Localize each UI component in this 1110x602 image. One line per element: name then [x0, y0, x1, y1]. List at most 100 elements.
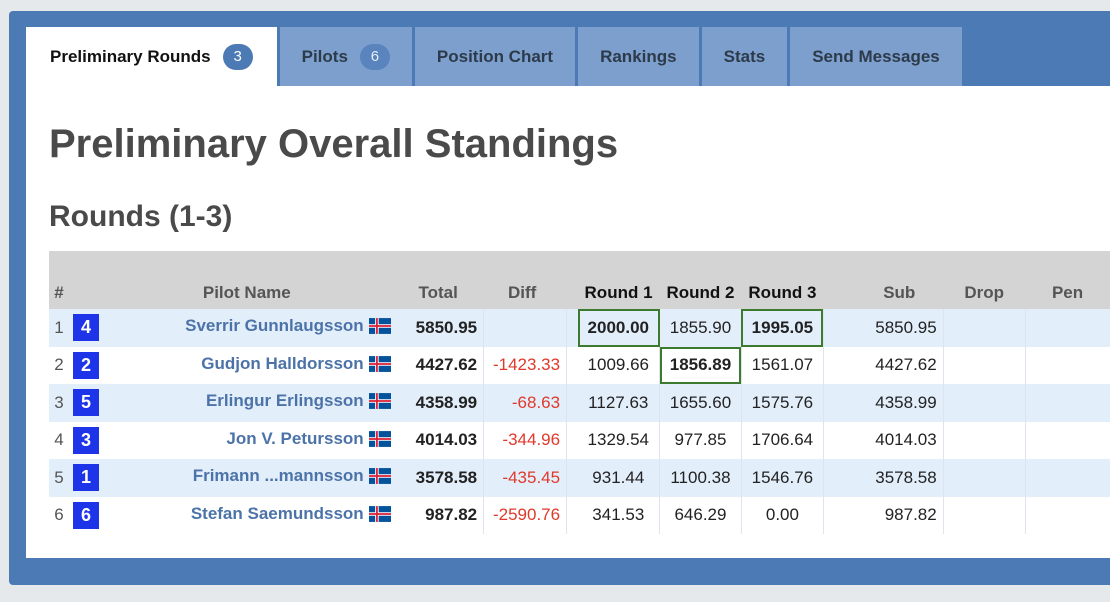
- tab-label: Position Chart: [436, 46, 554, 66]
- round3-score: 1706.64: [741, 421, 824, 459]
- spacer-cell: [823, 384, 862, 422]
- bib-cell: 2: [68, 346, 103, 384]
- pilot-name-link[interactable]: Sverrir Gunnlaugsson: [185, 316, 364, 336]
- tab-label: Preliminary Rounds: [50, 46, 211, 66]
- pilot-name-link[interactable]: Frimann ...mannsson: [192, 466, 364, 486]
- spacer-cell: [823, 421, 862, 459]
- round3-score: 0.00: [741, 496, 824, 534]
- col-header-round2: Round 2: [659, 251, 742, 309]
- pilot-name-link[interactable]: Gudjon Halldorsson: [201, 353, 364, 373]
- round3-score: 1561.07: [741, 346, 824, 384]
- table-row: 3 5 Erlingur Erlingsson 4358.99 -68.63 1…: [49, 384, 1110, 422]
- iceland-flag-icon: [368, 468, 391, 489]
- pilot-name-link[interactable]: Jon V. Petursson: [226, 428, 364, 448]
- total-score: 4014.03: [398, 421, 485, 459]
- col-header-pilot: Pilot Name: [102, 251, 399, 309]
- row-position: 6: [49, 496, 69, 534]
- round2-score: 646.29: [659, 496, 742, 534]
- pilot-cell: Stefan Saemundsson: [102, 496, 399, 534]
- tab-pilots[interactable]: Pilots 6: [279, 27, 412, 86]
- tab-send-messages[interactable]: Send Messages: [790, 27, 962, 86]
- bib-cell: 5: [68, 384, 103, 422]
- spacer-cell: [566, 384, 578, 422]
- col-header-round1: Round 1: [577, 251, 660, 309]
- bib-cell: 4: [68, 309, 103, 347]
- tab-stats[interactable]: Stats: [701, 27, 788, 86]
- tab-rankings[interactable]: Rankings: [578, 27, 699, 86]
- bib-number-badge: 5: [72, 389, 99, 417]
- bib-number-badge: 4: [72, 314, 99, 342]
- bib-cell: 1: [68, 459, 103, 497]
- diff-score: -344.96: [483, 421, 568, 459]
- round1-score: 1009.66: [577, 346, 660, 384]
- spacer-cell: [823, 309, 862, 347]
- col-header-num: #: [49, 251, 69, 309]
- table-row: 4 3 Jon V. Petursson 4014.03 -344.96 132…: [49, 421, 1110, 459]
- bib-number-badge: 2: [72, 351, 99, 379]
- tab-preliminary-rounds[interactable]: Preliminary Rounds 3: [26, 27, 277, 86]
- col-header-pen: Pen: [1025, 251, 1110, 309]
- pilot-cell: Jon V. Petursson: [102, 421, 399, 459]
- col-header-sub: Sub: [861, 251, 944, 309]
- spacer-cell: [823, 346, 862, 384]
- penalty-score: [1025, 384, 1110, 422]
- bib-number-badge: 3: [72, 426, 99, 454]
- tab-label: Stats: [723, 46, 766, 66]
- penalty-score: [1025, 459, 1110, 497]
- drop-score: [943, 384, 1026, 422]
- col-spacer: [823, 251, 862, 309]
- row-position: 3: [49, 384, 69, 422]
- drop-score: [943, 459, 1026, 497]
- iceland-flag-icon: [368, 505, 391, 527]
- drop-score: [943, 421, 1026, 459]
- rounds-subtitle: Rounds (1-3): [49, 200, 233, 233]
- row-position: 1: [49, 309, 69, 347]
- diff-score: -68.63: [483, 384, 568, 422]
- tab-bar: Preliminary Rounds 3 Pilots 6 Position C…: [26, 27, 965, 86]
- sub-score: 4358.99: [861, 384, 944, 422]
- pilot-name-link[interactable]: Stefan Saemundsson: [190, 503, 364, 523]
- tab-label: Rankings: [600, 46, 677, 66]
- penalty-score: [1025, 346, 1110, 384]
- iceland-flag-icon: [368, 430, 391, 452]
- bib-number-badge: 1: [72, 464, 99, 492]
- round3-score: 1546.76: [741, 459, 824, 497]
- header-row: # Pilot Name Total Diff Round 1 Round 2 …: [49, 251, 1110, 309]
- round3-score: 1575.76: [741, 384, 824, 422]
- tab-label: Send Messages: [812, 46, 940, 66]
- iceland-flag-icon: [368, 355, 391, 377]
- iceland-flag-icon: [368, 393, 391, 414]
- tab-position-chart[interactable]: Position Chart: [414, 27, 576, 86]
- standings-table: # Pilot Name Total Diff Round 1 Round 2 …: [49, 251, 1110, 534]
- col-header-round3: Round 3: [741, 251, 824, 309]
- pilot-cell: Frimann ...mannsson: [102, 459, 399, 497]
- row-position: 4: [49, 421, 69, 459]
- bib-cell: 3: [68, 421, 103, 459]
- sub-score: 4427.62: [861, 346, 944, 384]
- table-row: 2 2 Gudjon Halldorsson 4427.62 -1423.33 …: [49, 346, 1110, 384]
- round1-score: 2000.00: [577, 309, 660, 347]
- spacer-cell: [823, 496, 862, 534]
- sub-score: 3578.58: [861, 459, 944, 497]
- table-row: 5 1 Frimann ...mannsson 3578.58 -435.45 …: [49, 459, 1110, 497]
- table-row: 1 4 Sverrir Gunnlaugsson 5850.95 2000.00…: [49, 309, 1110, 347]
- round1-score: 1127.63: [577, 384, 660, 422]
- total-score: 987.82: [398, 496, 485, 534]
- tab-count-badge: 6: [359, 43, 390, 70]
- pilot-name-link[interactable]: Erlingur Erlingsson: [205, 391, 364, 411]
- page-title: Preliminary Overall Standings: [49, 122, 619, 166]
- round3-score: 1995.05: [741, 309, 824, 347]
- round1-score: 931.44: [577, 459, 660, 497]
- penalty-score: [1025, 496, 1110, 534]
- spacer-cell: [566, 496, 578, 534]
- diff-score: -2590.76: [483, 496, 568, 534]
- penalty-score: [1025, 309, 1110, 347]
- col-header-bib: [68, 251, 103, 309]
- sub-score: 987.82: [861, 496, 944, 534]
- drop-score: [943, 496, 1026, 534]
- col-spacer: [566, 251, 578, 309]
- spacer-cell: [566, 346, 578, 384]
- total-score: 5850.95: [398, 309, 485, 347]
- spacer-cell: [566, 459, 578, 497]
- drop-score: [943, 309, 1026, 347]
